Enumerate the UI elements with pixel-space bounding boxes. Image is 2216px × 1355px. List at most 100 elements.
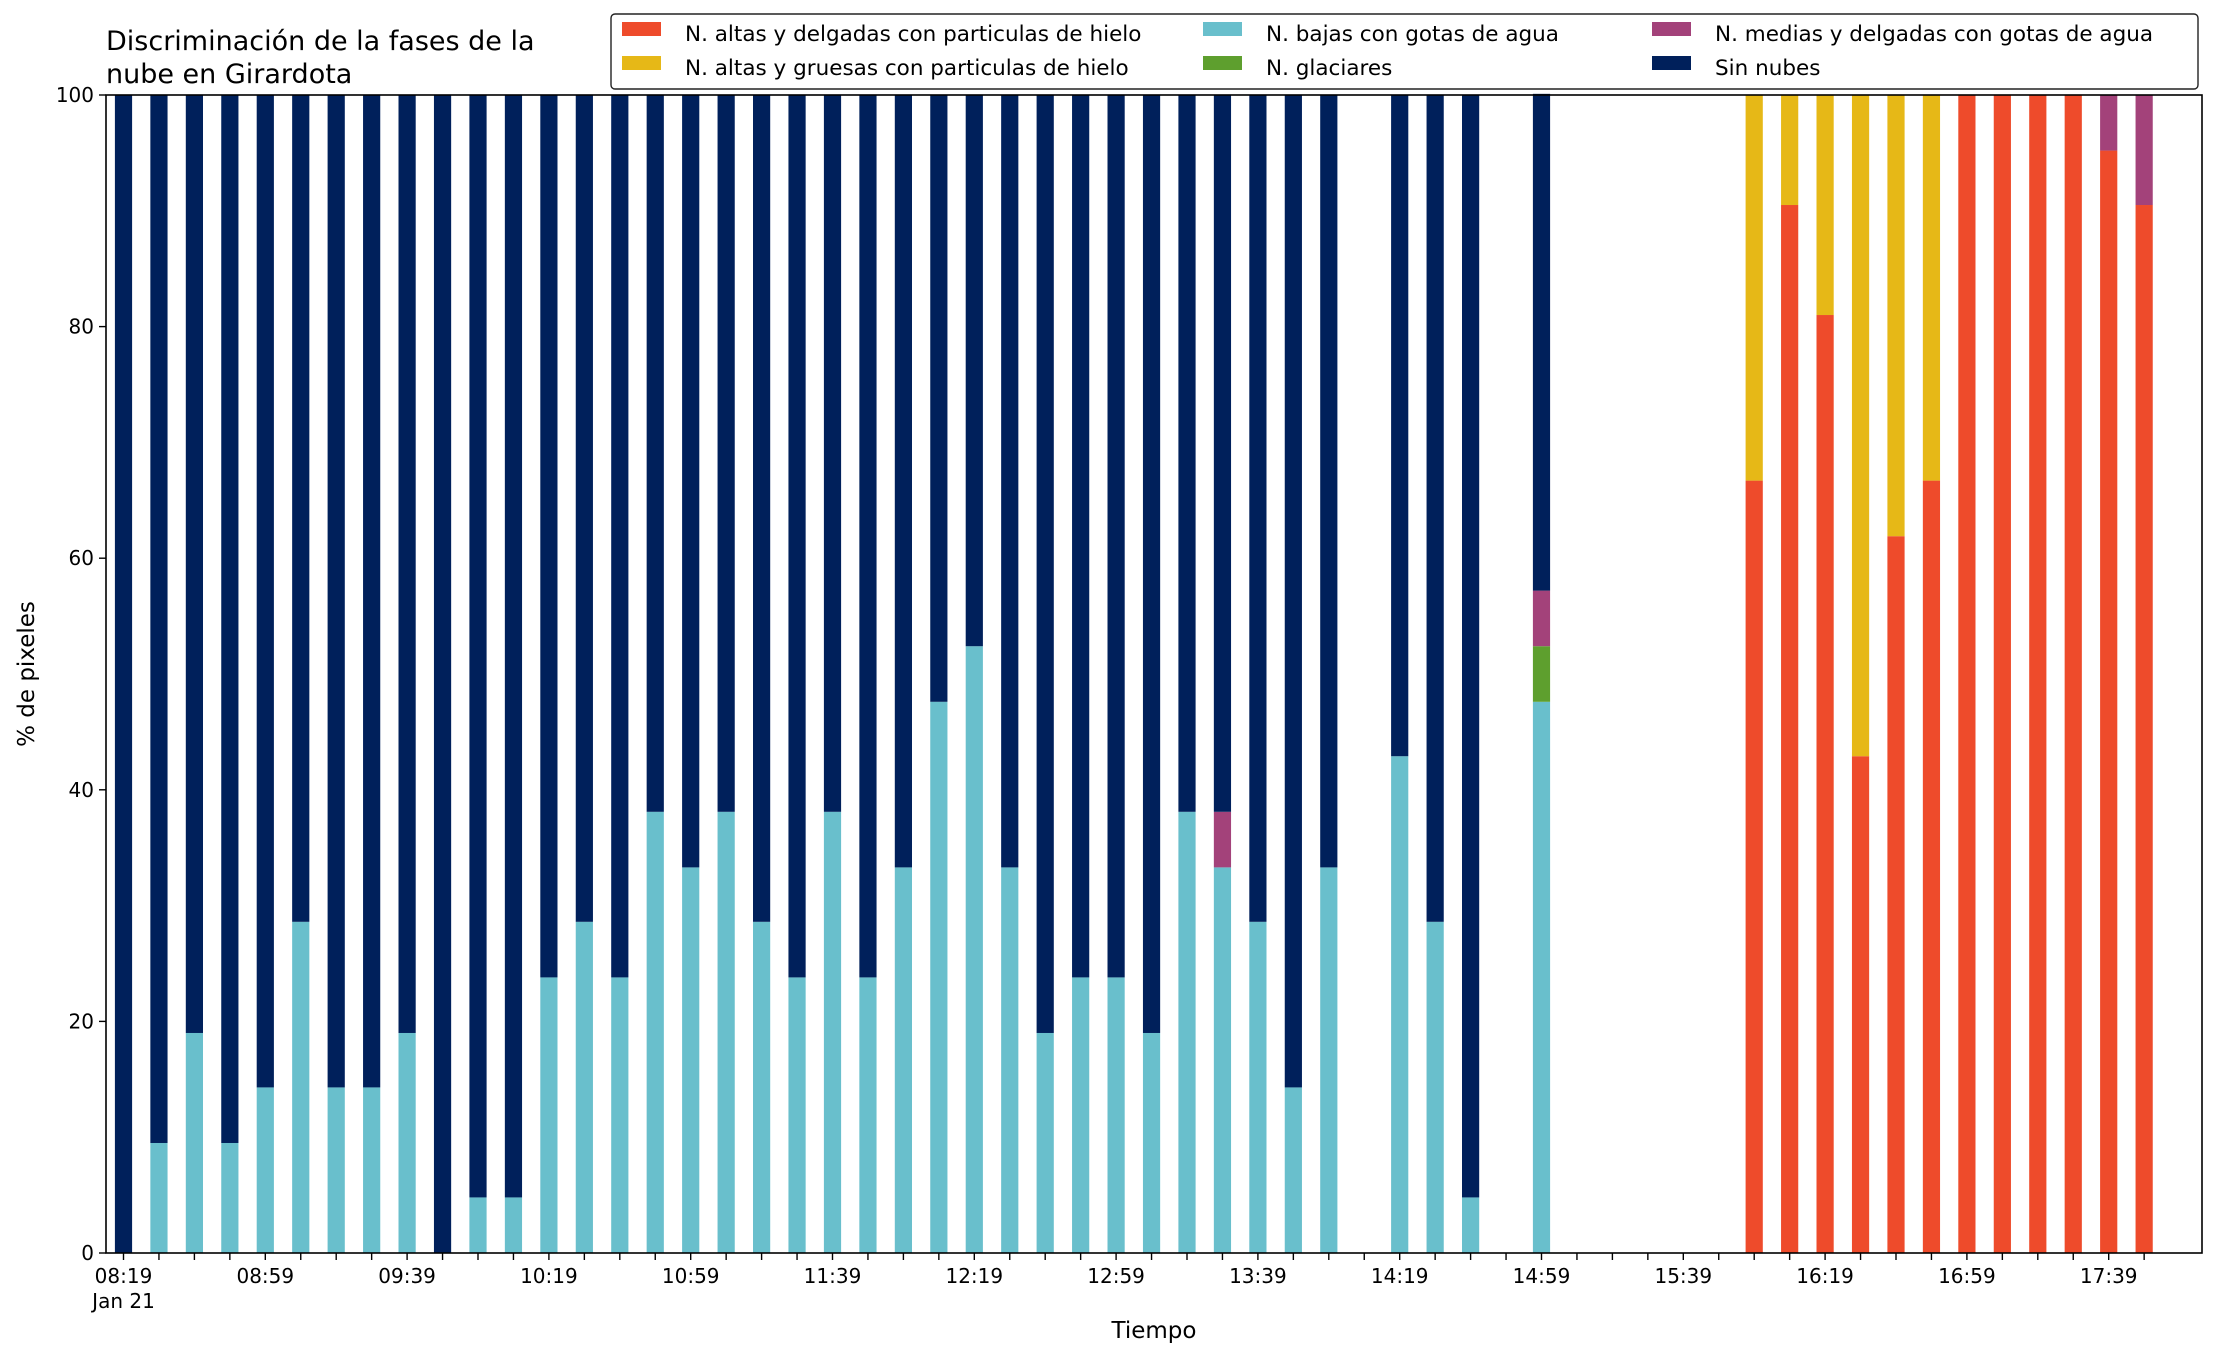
bar-segment-1419-s5 bbox=[1391, 95, 1409, 757]
legend-entry-label: Sin nubes bbox=[1715, 56, 1820, 81]
bar-stacks bbox=[114, 93, 2153, 1254]
bar-segment-1559-s1 bbox=[1745, 95, 1763, 481]
bar-segment-0839-s5 bbox=[185, 95, 203, 1033]
bar-segment-0959-s5 bbox=[469, 95, 487, 1198]
bar-segment-1739-s4 bbox=[2100, 95, 2118, 151]
bar-segment-0939-s5 bbox=[398, 95, 416, 1033]
x-tick-label: 08:19 bbox=[95, 1264, 153, 1288]
bar-segment-1609-s1 bbox=[1781, 95, 1799, 206]
bar-segment-1309-s5 bbox=[1142, 95, 1161, 1033]
bar-segment-1339-s5 bbox=[1249, 95, 1267, 922]
x-tick-label: 12:19 bbox=[945, 1264, 1003, 1288]
x-tick-label: 17:39 bbox=[2080, 1264, 2138, 1288]
y-tick-label: 20 bbox=[69, 1009, 94, 1033]
legend-entry-label: N. altas y gruesas con particulas de hie… bbox=[685, 56, 1129, 81]
bar-segment-1459-s3 bbox=[1532, 646, 1551, 702]
bar-segment-0859-s5 bbox=[256, 95, 274, 1088]
legend-frame bbox=[610, 13, 2199, 90]
bar-segment-1309-s2 bbox=[1142, 1032, 1161, 1253]
x-tick-label: 09:39 bbox=[378, 1264, 436, 1288]
bar-segment-1749-s0 bbox=[2135, 205, 2153, 1253]
x-tick-label: 16:59 bbox=[1938, 1264, 1996, 1288]
bar-segment-1329-s5 bbox=[1213, 95, 1232, 812]
bar-segment-1459-s2 bbox=[1532, 701, 1551, 1253]
chart-title-line-1: Discriminación de la fases de la bbox=[106, 26, 535, 57]
bar-segment-1629-s0 bbox=[1851, 756, 1870, 1253]
x-tick-label: 14:59 bbox=[1513, 1264, 1571, 1288]
bar-segment-1029-s5 bbox=[575, 95, 593, 922]
bar-segment-1239-s5 bbox=[1036, 95, 1054, 1033]
x-tick-label: 12:59 bbox=[1087, 1264, 1145, 1288]
bar-segment-1019-s5 bbox=[540, 95, 558, 978]
bar-segment-1219-s5 bbox=[965, 95, 983, 647]
bar-segment-1619-s1 bbox=[1816, 95, 1834, 316]
legend-swatch bbox=[1203, 22, 1242, 36]
bar-segment-1749-s4 bbox=[2135, 95, 2153, 206]
bar-segment-1729-s0 bbox=[2064, 95, 2082, 1253]
chart-title: Discriminación de la fases de la nube en… bbox=[106, 26, 535, 90]
bar-segment-0929-s5 bbox=[363, 95, 381, 1088]
x-axis: 08:19 08:59 09:39 10:19 10:59 11:39 12:19 12:59… bbox=[90, 1253, 2145, 1313]
bar-segment-1639-s0 bbox=[1887, 536, 1905, 1253]
bar-segment-1609-s0 bbox=[1781, 205, 1799, 1253]
y-axis-label: % de pixeles bbox=[14, 601, 40, 747]
bar-segment-0859-s2 bbox=[256, 1087, 274, 1253]
bar-segment-0919-s5 bbox=[327, 95, 345, 1088]
bar-segment-0839-s2 bbox=[185, 1032, 203, 1253]
legend: N. altas y delgadas con particulas de hi… bbox=[610, 13, 2199, 90]
bar-segment-1019-s2 bbox=[540, 977, 558, 1253]
bar-segment-1629-s1 bbox=[1851, 95, 1870, 757]
bar-segment-1339-s2 bbox=[1249, 921, 1267, 1253]
x-tick-label: 16:19 bbox=[1796, 1264, 1854, 1288]
legend-swatch bbox=[1203, 56, 1242, 70]
x-tick-label: 11:39 bbox=[804, 1264, 862, 1288]
x-tick-label: 13:39 bbox=[1229, 1264, 1287, 1288]
bar-segment-1459-s4 bbox=[1532, 590, 1551, 647]
legend-entry-label: N. altas y delgadas con particulas de hi… bbox=[685, 22, 1141, 47]
x-tick-label: 14:19 bbox=[1371, 1264, 1429, 1288]
bar-segment-1059-s5 bbox=[682, 95, 700, 868]
bar-segment-0829-s5 bbox=[150, 95, 168, 1143]
legend-swatch bbox=[1652, 22, 1691, 36]
bar-segment-1119-s2 bbox=[753, 921, 771, 1253]
bar-segment-1359-s5 bbox=[1320, 95, 1338, 868]
bar-segment-1209-s2 bbox=[930, 701, 948, 1253]
legend-entry-label: N. bajas con gotas de agua bbox=[1266, 22, 1559, 47]
bar-segment-1139-s2 bbox=[823, 811, 842, 1253]
bar-segment-1319-s5 bbox=[1178, 95, 1196, 812]
bar-segment-1249-s2 bbox=[1072, 977, 1090, 1253]
legend-swatch bbox=[622, 56, 661, 70]
x-date-label: Jan 21 bbox=[90, 1289, 155, 1313]
bar-segment-1649-s1 bbox=[1922, 95, 1941, 481]
bar-segment-1139-s5 bbox=[823, 95, 842, 812]
bar-segment-0959-s2 bbox=[469, 1197, 487, 1253]
bar-segment-0949-s5 bbox=[433, 95, 452, 1253]
y-tick-label: 80 bbox=[69, 315, 94, 339]
bar-segment-1049-s5 bbox=[646, 95, 664, 812]
bar-segment-1709-s0 bbox=[1993, 95, 2011, 1253]
bar-segment-1319-s2 bbox=[1178, 811, 1196, 1253]
chart-title-line-2: nube en Girardota bbox=[106, 59, 352, 90]
legend-entry-label: N. glaciares bbox=[1266, 56, 1392, 81]
bar-segment-0849-s5 bbox=[221, 95, 239, 1143]
bar-segment-1039-s5 bbox=[611, 95, 629, 978]
y-axis: 0 20 40 60 80 100 bbox=[56, 83, 106, 1265]
bar-segment-1259-s2 bbox=[1107, 977, 1125, 1253]
bar-segment-1559-s0 bbox=[1745, 480, 1763, 1253]
bar-segment-1719-s0 bbox=[2029, 95, 2047, 1253]
bar-segment-1149-s2 bbox=[859, 977, 877, 1253]
legend-entry-label: N. medias y delgadas con gotas de agua bbox=[1715, 22, 2153, 47]
bar-segment-1349-s5 bbox=[1284, 95, 1302, 1088]
bar-segment-1239-s2 bbox=[1036, 1032, 1054, 1253]
bar-segment-1329-s2 bbox=[1213, 867, 1232, 1253]
bar-segment-1459-s5 bbox=[1532, 93, 1551, 591]
bar-segment-1159-s5 bbox=[894, 95, 912, 868]
bar-segment-1119-s5 bbox=[753, 95, 771, 922]
bar-segment-1349-s2 bbox=[1284, 1087, 1302, 1253]
y-tick-label: 0 bbox=[81, 1241, 94, 1265]
x-axis-label: Tiempo bbox=[1111, 1318, 1197, 1344]
x-tick-label: 08:59 bbox=[236, 1264, 294, 1288]
bar-segment-0909-s5 bbox=[292, 95, 310, 922]
x-tick-label: 10:19 bbox=[520, 1264, 578, 1288]
